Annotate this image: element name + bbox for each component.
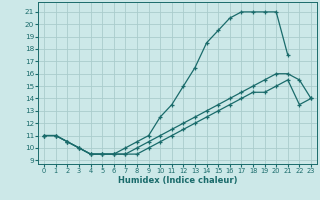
X-axis label: Humidex (Indice chaleur): Humidex (Indice chaleur): [118, 176, 237, 185]
